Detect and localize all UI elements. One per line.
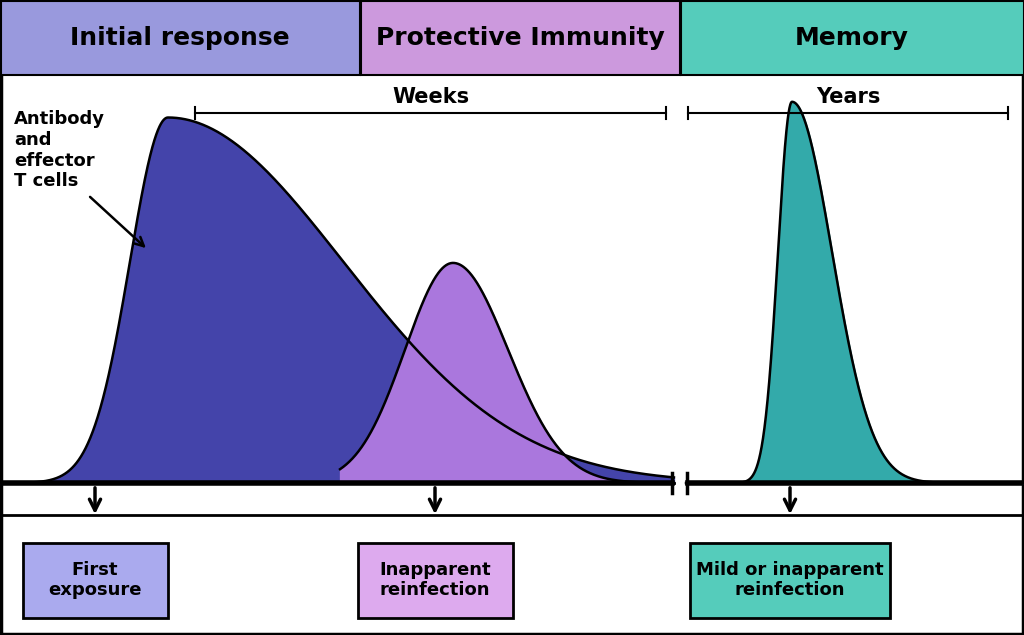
Text: Initial response: Initial response — [71, 25, 290, 50]
Text: Years: Years — [816, 87, 881, 107]
Text: Weeks: Weeks — [392, 87, 469, 107]
Bar — [1, 1, 360, 75]
Text: First
exposure: First exposure — [48, 561, 141, 599]
Text: Protective Immunity: Protective Immunity — [376, 25, 665, 50]
Bar — [23, 542, 168, 617]
Bar — [690, 542, 890, 617]
Text: Mild or inapparent
reinfection: Mild or inapparent reinfection — [696, 561, 884, 599]
Bar — [681, 1, 1024, 75]
Text: Antibody
and
effector
T cells: Antibody and effector T cells — [14, 110, 105, 190]
Bar — [357, 542, 512, 617]
Text: Memory: Memory — [795, 25, 909, 50]
Bar — [361, 1, 680, 75]
Text: Inapparent
reinfection: Inapparent reinfection — [379, 561, 490, 599]
